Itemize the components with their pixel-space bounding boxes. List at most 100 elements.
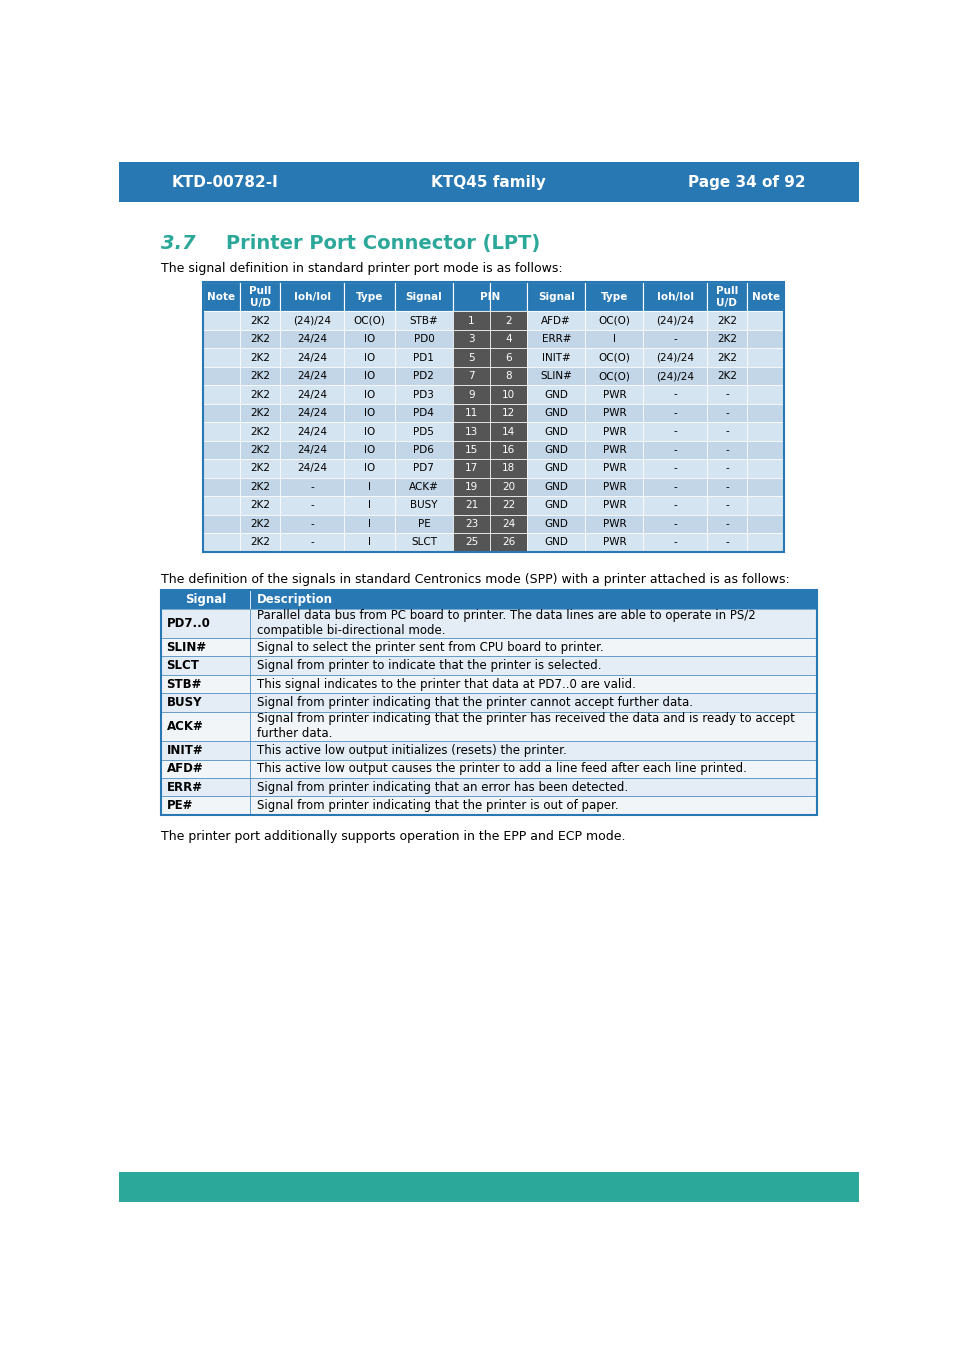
Bar: [280, 282, 343, 312]
Text: PWR: PWR: [602, 537, 625, 547]
Bar: [203, 533, 240, 552]
Bar: [280, 440, 343, 459]
Text: 2K2: 2K2: [250, 482, 270, 491]
Bar: [706, 385, 746, 404]
Bar: [161, 778, 250, 796]
Bar: [642, 348, 706, 367]
Bar: [746, 282, 783, 312]
Bar: [280, 497, 343, 514]
Bar: [642, 367, 706, 385]
Text: IO: IO: [363, 446, 375, 455]
Text: (24)/24: (24)/24: [293, 316, 331, 325]
Bar: [490, 478, 527, 497]
Bar: [395, 423, 453, 440]
Bar: [203, 385, 240, 404]
Bar: [490, 423, 527, 440]
Bar: [250, 609, 816, 637]
Text: 2K2: 2K2: [716, 352, 736, 363]
Bar: [203, 312, 240, 329]
Text: -: -: [673, 446, 677, 455]
Text: -: -: [673, 537, 677, 547]
Bar: [642, 404, 706, 423]
Text: 24/24: 24/24: [296, 371, 327, 381]
Bar: [161, 590, 816, 815]
Text: PWR: PWR: [602, 501, 625, 510]
Text: -: -: [724, 501, 728, 510]
Bar: [395, 312, 453, 329]
Bar: [490, 312, 527, 329]
Text: -: -: [310, 537, 314, 547]
Text: GND: GND: [544, 537, 568, 547]
Text: 24/24: 24/24: [296, 446, 327, 455]
Bar: [203, 459, 240, 478]
Bar: [240, 497, 280, 514]
Bar: [280, 367, 343, 385]
Bar: [642, 497, 706, 514]
Text: The signal definition in standard printer port mode is as follows:: The signal definition in standard printe…: [161, 262, 562, 275]
Bar: [395, 440, 453, 459]
Text: -: -: [310, 501, 314, 510]
Text: ERR#: ERR#: [167, 780, 202, 794]
Bar: [490, 282, 527, 312]
Text: 2K2: 2K2: [250, 501, 270, 510]
Bar: [642, 329, 706, 348]
Text: GND: GND: [544, 463, 568, 474]
Text: This active low output initializes (resets) the printer.: This active low output initializes (rese…: [257, 744, 566, 757]
Bar: [490, 459, 527, 478]
Text: Printer Port Connector (LPT): Printer Port Connector (LPT): [226, 235, 540, 254]
Bar: [343, 282, 395, 312]
Text: -: -: [673, 390, 677, 400]
Bar: [527, 385, 585, 404]
Bar: [490, 440, 527, 459]
Bar: [240, 440, 280, 459]
Bar: [395, 282, 453, 312]
Text: Pull
U/D: Pull U/D: [715, 286, 738, 308]
Text: 2K2: 2K2: [250, 427, 270, 436]
Bar: [585, 497, 642, 514]
Text: Note: Note: [751, 292, 779, 302]
Bar: [746, 459, 783, 478]
Bar: [343, 423, 395, 440]
Bar: [527, 423, 585, 440]
Text: Type: Type: [600, 292, 627, 302]
Text: PD3: PD3: [413, 390, 434, 400]
Bar: [746, 312, 783, 329]
Bar: [527, 440, 585, 459]
Text: ACK#: ACK#: [167, 720, 203, 733]
Bar: [161, 609, 250, 637]
Text: 2K2: 2K2: [250, 446, 270, 455]
Text: IO: IO: [363, 408, 375, 418]
Text: 2K2: 2K2: [716, 333, 736, 344]
Bar: [280, 329, 343, 348]
Text: Description: Description: [257, 593, 333, 606]
Text: Signal to select the printer sent from CPU board to printer.: Signal to select the printer sent from C…: [257, 641, 603, 653]
Text: The printer port additionally supports operation in the EPP and ECP mode.: The printer port additionally supports o…: [161, 830, 625, 844]
Text: 23: 23: [464, 518, 477, 529]
Bar: [395, 348, 453, 367]
Text: I: I: [368, 501, 371, 510]
Text: STB#: STB#: [409, 316, 437, 325]
Text: 4: 4: [505, 333, 512, 344]
Bar: [343, 514, 395, 533]
Bar: [240, 348, 280, 367]
Bar: [746, 367, 783, 385]
Bar: [395, 385, 453, 404]
Text: 15: 15: [464, 446, 477, 455]
Bar: [161, 796, 250, 815]
Text: PWR: PWR: [602, 446, 625, 455]
Bar: [453, 385, 490, 404]
Bar: [585, 348, 642, 367]
Text: SLIN#: SLIN#: [167, 641, 207, 653]
Text: PD7..0: PD7..0: [167, 617, 211, 629]
Bar: [706, 329, 746, 348]
Text: Signal: Signal: [405, 292, 442, 302]
Bar: [250, 778, 816, 796]
Bar: [250, 760, 816, 778]
Bar: [250, 711, 816, 741]
Bar: [585, 423, 642, 440]
Bar: [642, 423, 706, 440]
Bar: [250, 741, 816, 760]
Text: GND: GND: [544, 482, 568, 491]
Bar: [280, 404, 343, 423]
Text: PD0: PD0: [413, 333, 434, 344]
